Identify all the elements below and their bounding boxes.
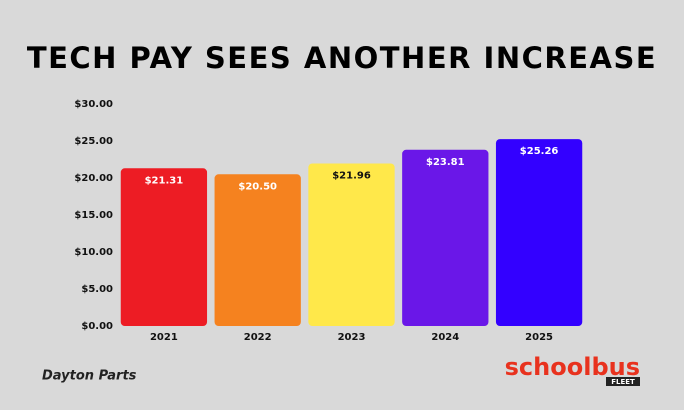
logo-left: Dayton Parts: [42, 369, 137, 384]
x-tick-label: 2025: [525, 332, 553, 343]
y-tick-label: $30.00: [74, 99, 113, 110]
y-tick-label: $5.00: [81, 284, 113, 295]
value-label: $21.31: [145, 175, 184, 186]
bar: [214, 174, 301, 326]
chart-title: TECH PAY SEES ANOTHER INCREASE: [27, 41, 657, 75]
value-label: $23.81: [426, 157, 465, 168]
y-tick-label: $25.00: [74, 136, 113, 147]
x-tick-label: 2024: [431, 332, 459, 343]
x-tick-label: 2021: [150, 332, 178, 343]
bar: [308, 163, 395, 326]
y-tick-label: $15.00: [74, 210, 113, 221]
logo-right: schoolbus: [505, 353, 640, 381]
value-label: $25.26: [520, 146, 559, 157]
bar: [495, 139, 583, 326]
value-label: $21.96: [332, 170, 371, 181]
bar: [402, 149, 489, 326]
bar: [120, 168, 208, 326]
value-label: $20.50: [238, 181, 277, 192]
y-tick-label: $10.00: [74, 247, 113, 258]
logo-sub: FLEET: [611, 378, 635, 386]
x-tick-label: 2022: [244, 332, 272, 343]
y-tick-label: $20.00: [74, 173, 113, 184]
logo-sub-bg: [606, 377, 640, 386]
y-tick-label: $0.00: [81, 321, 113, 332]
x-tick-label: 2023: [338, 332, 366, 343]
